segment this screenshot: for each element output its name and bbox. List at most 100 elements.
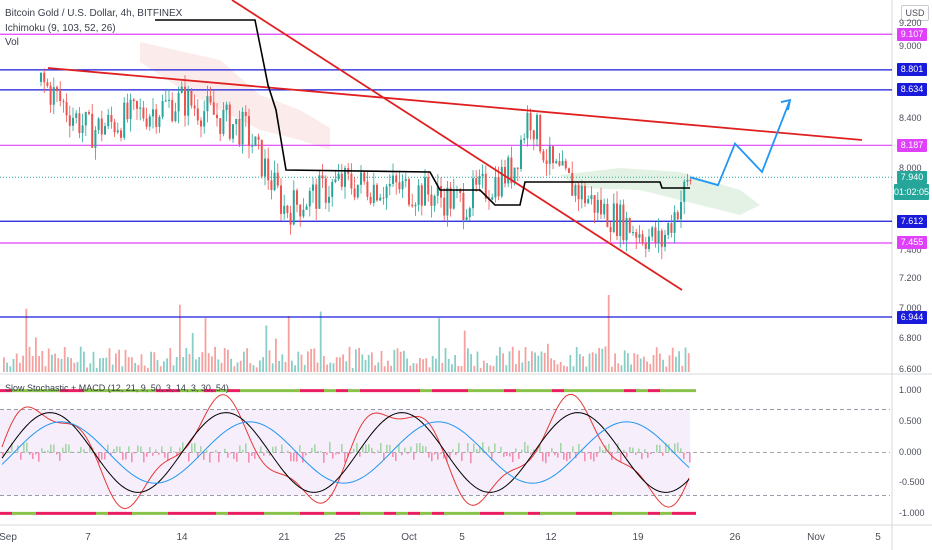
macd-histogram-bar: [401, 452, 403, 456]
stoch-bottom-strip: [660, 511, 672, 515]
price-level-tag[interactable]: 8.187: [897, 138, 927, 152]
volume-bar: [678, 351, 680, 372]
macd-histogram-bar: [38, 452, 40, 462]
macd-histogram-bar: [341, 444, 343, 453]
volume-bar: [467, 348, 469, 372]
candle-body: [46, 82, 49, 86]
candle-body: [638, 234, 641, 238]
volume-bar: [252, 365, 255, 372]
volume-bar: [623, 350, 626, 372]
macd-histogram-bar: [65, 443, 67, 453]
macd-histogram-bar: [8, 450, 10, 453]
macd-histogram-bar: [683, 452, 685, 460]
candle-body: [644, 243, 647, 249]
macd-histogram-bar: [32, 452, 34, 460]
macd-histogram-bar: [374, 452, 376, 454]
stoch-bottom-strip: [288, 511, 300, 515]
time-tick-label: 5: [459, 532, 465, 543]
volume-bar: [182, 357, 184, 372]
stoch-bottom-strip: [456, 511, 468, 515]
macd-histogram-bar: [173, 451, 175, 453]
macd-histogram-bar: [296, 452, 298, 462]
stoch-bottom-strip: [12, 511, 24, 515]
volume-bar: [35, 337, 37, 372]
volume-bar: [259, 360, 261, 372]
macd-histogram-bar: [194, 442, 196, 453]
macd-histogram-bar: [500, 446, 502, 453]
stoch-bottom-strip: [408, 511, 420, 515]
price-level-tag[interactable]: 9.107: [897, 27, 927, 41]
macd-histogram-bar: [164, 452, 166, 458]
candle-body: [571, 172, 574, 196]
candle-body: [689, 179, 692, 182]
volume-bar: [73, 362, 76, 372]
macd-histogram-bar: [416, 443, 418, 453]
volume-bar: [111, 364, 114, 372]
volume-bar: [518, 350, 520, 372]
macd-histogram-bar: [587, 452, 589, 454]
macd-histogram-bar: [431, 452, 433, 462]
volume-bar: [159, 366, 162, 372]
ichimoku-legend[interactable]: Ichimoku (9, 103, 52, 26): [5, 23, 116, 34]
volume-bar: [531, 351, 533, 372]
price-level-tag[interactable]: 6.944: [897, 310, 927, 324]
macd-histogram-bar: [119, 446, 121, 453]
volume-bar: [140, 354, 143, 372]
stoch-top-strip: [96, 389, 108, 393]
candle-body: [222, 109, 225, 134]
oscillator-legend[interactable]: Slow Stochastic + MACD (12, 21, 9, 50, 3…: [5, 383, 229, 393]
macd-histogram-bar: [197, 452, 199, 459]
stoch-bottom-strip: [372, 511, 384, 515]
volume-bar: [611, 366, 613, 372]
volume-bar: [108, 348, 111, 372]
oscillator-tick-label: 0.500: [899, 415, 922, 426]
volume-bar: [227, 349, 229, 372]
stoch-bottom-strip: [480, 511, 492, 515]
volume-bar: [547, 343, 549, 372]
macd-histogram-bar: [86, 451, 88, 453]
macd-histogram-bar: [275, 446, 277, 453]
candle-body: [241, 111, 244, 145]
candle-body: [462, 192, 465, 221]
volume-bar: [28, 346, 31, 372]
candle-body: [337, 173, 340, 180]
volume-bar: [201, 352, 204, 372]
volume-bar: [76, 362, 79, 372]
price-level-tag[interactable]: 8.634: [897, 83, 927, 97]
stoch-bottom-strip: [60, 511, 72, 515]
time-tick-label: 5: [875, 532, 881, 543]
candle-body: [654, 227, 657, 243]
macd-histogram-bar: [674, 443, 676, 453]
price-level-tag[interactable]: 8.801: [897, 63, 927, 77]
macd-histogram-bar: [353, 448, 355, 453]
currency-button[interactable]: USD: [901, 5, 929, 21]
volume-legend[interactable]: Vol: [5, 37, 19, 48]
macd-histogram-bar: [125, 452, 127, 460]
price-level-tag[interactable]: 7.455: [897, 236, 927, 250]
candle-body: [212, 102, 215, 115]
stoch-top-strip: [588, 389, 600, 393]
volume-bar: [508, 351, 511, 372]
volume-bar: [255, 367, 258, 372]
macd-histogram-bar: [494, 443, 496, 453]
volume-bar: [367, 354, 370, 372]
candle-body: [580, 185, 583, 200]
stoch-top-strip: [168, 389, 180, 393]
volume-bar: [172, 365, 175, 372]
candle-body: [568, 168, 570, 173]
volume-bar: [662, 359, 664, 372]
price-tick-label: 7.000: [899, 302, 922, 313]
volume-bar: [396, 348, 399, 372]
candle-body: [59, 91, 62, 102]
price-level-tag[interactable]: 7.612: [897, 214, 927, 228]
candle-body: [555, 161, 558, 164]
time-tick-label: Nov: [807, 532, 825, 543]
macd-histogram-bar: [68, 444, 70, 453]
macd-histogram-bar: [23, 443, 25, 453]
macd-histogram-bar: [536, 449, 538, 453]
stoch-bottom-strip: [672, 511, 684, 515]
candle-body: [523, 138, 526, 140]
candle-body: [257, 136, 260, 140]
candle-body: [334, 179, 337, 182]
